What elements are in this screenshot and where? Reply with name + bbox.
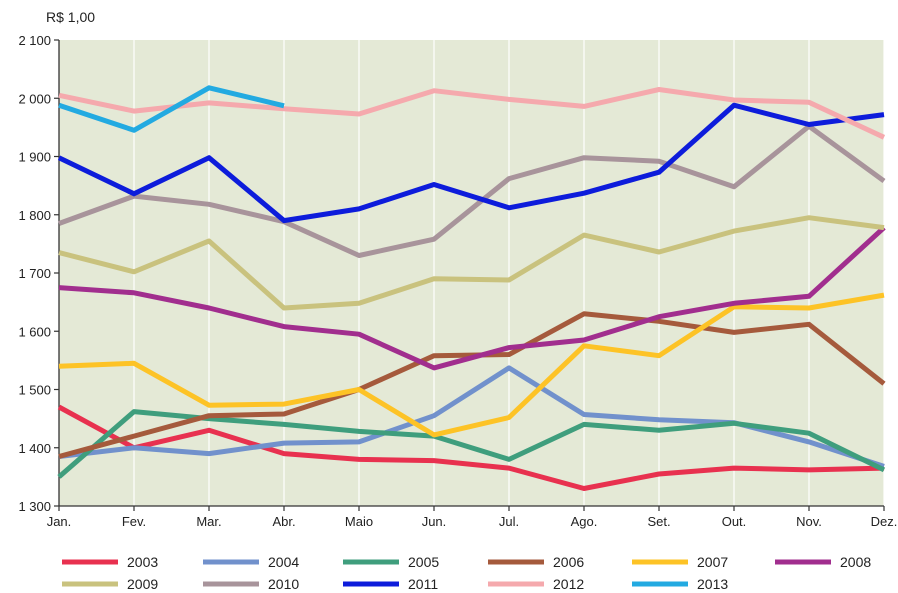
y-tick-label: 2 000 [18, 91, 51, 106]
x-tick-label: Nov. [796, 514, 822, 529]
x-tick-label: Fev. [122, 514, 146, 529]
y-tick-label: 1 600 [18, 324, 51, 339]
y-axis-unit-label: R$ 1,00 [46, 9, 95, 25]
y-tick-labels: 1 300 1 400 1 500 1 600 1 700 1 800 1 900 2 000… [18, 33, 51, 514]
series-line-2009 [58, 215, 885, 311]
legend-label-2007: 2007 [697, 554, 728, 570]
x-tick-label: Set. [647, 514, 670, 529]
x-tick-label: Out. [722, 514, 747, 529]
legend: 2003 2004 2005 2006 2007 2008 2009 2010 2011 2012… [62, 554, 871, 592]
x-tick-label: Ago. [571, 514, 598, 529]
legend-label-2009: 2009 [127, 576, 158, 592]
y-tick-label: 1 900 [18, 150, 51, 165]
x-tick-label: Jan. [47, 514, 72, 529]
series-line-2003 [57, 404, 885, 491]
series-line-2012 [58, 87, 886, 140]
legend-label-2004: 2004 [268, 554, 299, 570]
series-line-2006 [58, 311, 886, 459]
y-tick-label: 1 500 [18, 383, 51, 398]
legend-label-2010: 2010 [268, 576, 299, 592]
series-line-2007 [58, 292, 885, 438]
series-line-2008 [58, 225, 886, 371]
series-line-2010 [58, 123, 886, 258]
legend-label-2012: 2012 [553, 576, 584, 592]
series-line-2013 [58, 85, 285, 133]
x-tick-label: Maio [345, 514, 373, 529]
x-tick-label: Abr. [272, 514, 295, 529]
legend-label-2011: 2011 [408, 576, 438, 592]
x-tick-label: Dez. [871, 514, 898, 529]
x-tick-label: Jul. [499, 514, 519, 529]
legend-label-2006: 2006 [553, 554, 584, 570]
x-tick-label: Mar. [196, 514, 221, 529]
series-line-2011 [57, 102, 885, 224]
legend-label-2005: 2005 [408, 554, 439, 570]
grid-lines [133, 40, 885, 506]
x-tick-label: Jun. [422, 514, 447, 529]
y-tick-label: 2 100 [18, 33, 51, 48]
y-tick-label: 1 300 [18, 499, 51, 514]
y-tick-label: 1 800 [18, 208, 51, 223]
legend-label-2013: 2013 [697, 576, 728, 592]
x-tick-labels: Jan. Fev. Mar. Abr. Maio Jun. Jul. Ago. Set. Out.… [47, 514, 898, 529]
legend-label-2008: 2008 [840, 554, 871, 570]
axes [54, 39, 885, 511]
series-lines [57, 85, 886, 491]
y-tick-label: 1 400 [18, 441, 51, 456]
legend-label-2003: 2003 [127, 554, 158, 570]
y-tick-label: 1 700 [18, 266, 51, 281]
